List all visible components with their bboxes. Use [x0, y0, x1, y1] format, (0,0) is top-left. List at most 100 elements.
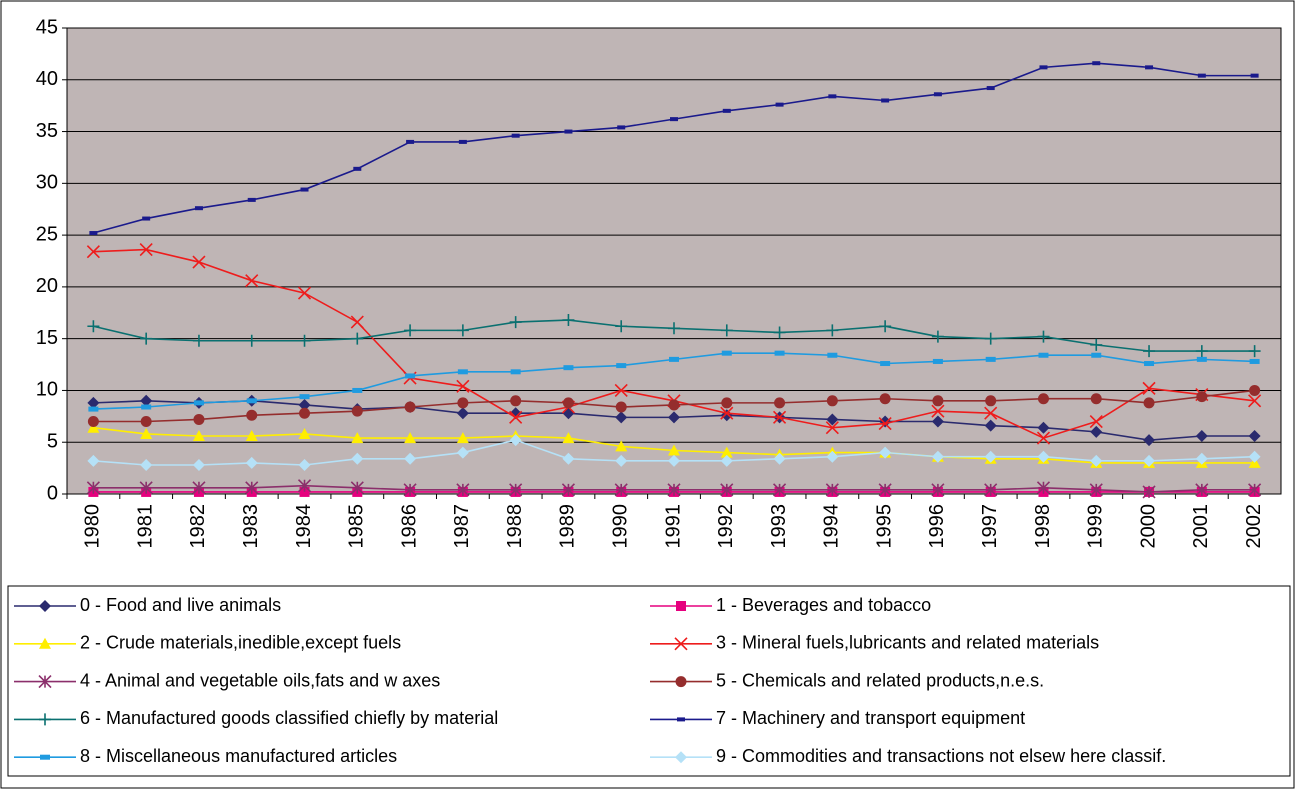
- marker: [668, 322, 680, 335]
- marker: [984, 419, 997, 432]
- marker: [828, 94, 837, 99]
- marker: [86, 481, 100, 495]
- marker: [826, 450, 839, 463]
- marker: [140, 332, 153, 345]
- marker: [1197, 73, 1206, 78]
- marker: [509, 483, 523, 497]
- marker: [350, 315, 364, 329]
- marker: [1249, 384, 1261, 396]
- x-tick-label: 1980: [82, 504, 104, 549]
- marker: [1195, 430, 1208, 443]
- marker: [509, 316, 522, 329]
- marker: [881, 98, 890, 103]
- legend-label: 4 - Animal and vegetable oils,fats and w…: [80, 670, 440, 690]
- marker: [510, 395, 522, 407]
- marker: [404, 452, 417, 465]
- marker: [456, 446, 469, 459]
- marker: [667, 483, 681, 497]
- marker: [931, 483, 945, 497]
- marker: [932, 395, 944, 407]
- x-tick-label: 1984: [293, 504, 315, 549]
- marker: [615, 320, 628, 333]
- marker: [1089, 414, 1103, 429]
- marker: [192, 334, 205, 347]
- marker: [1143, 454, 1156, 467]
- marker: [1196, 391, 1208, 403]
- marker: [298, 427, 311, 439]
- x-tick-label: 1989: [557, 504, 579, 549]
- marker: [675, 751, 687, 764]
- y-tick-label: 25: [36, 223, 58, 245]
- legend-label: 3 - Mineral fuels,lubricants and related…: [716, 633, 1099, 653]
- marker: [299, 407, 311, 419]
- y-tick-label: 5: [47, 431, 58, 453]
- x-tick-label: 1985: [346, 504, 368, 549]
- marker: [933, 92, 942, 97]
- marker: [86, 245, 100, 259]
- legend-label: 8 - Miscellaneous manufactured articles: [80, 746, 397, 766]
- marker: [192, 255, 206, 269]
- marker: [193, 400, 204, 406]
- marker: [722, 108, 731, 113]
- marker: [140, 427, 153, 439]
- marker: [1248, 345, 1261, 358]
- marker: [772, 410, 787, 424]
- marker: [1248, 450, 1261, 463]
- marker: [457, 369, 468, 375]
- marker: [87, 320, 100, 333]
- marker: [456, 483, 470, 497]
- marker: [194, 206, 203, 211]
- marker: [984, 406, 998, 420]
- marker: [827, 352, 838, 358]
- marker: [39, 600, 51, 612]
- marker: [1090, 393, 1102, 405]
- marker: [1039, 65, 1048, 70]
- marker: [1092, 61, 1101, 66]
- marker: [1142, 485, 1156, 499]
- marker: [140, 459, 153, 472]
- marker: [826, 324, 839, 337]
- marker: [773, 326, 786, 339]
- marker: [246, 409, 258, 421]
- marker: [1248, 430, 1261, 443]
- marker: [88, 406, 99, 412]
- marker: [351, 452, 364, 465]
- marker: [245, 456, 258, 469]
- marker: [405, 373, 416, 379]
- marker: [350, 481, 364, 495]
- marker: [775, 102, 784, 107]
- marker: [720, 406, 734, 420]
- marker: [674, 637, 688, 651]
- marker: [297, 479, 312, 493]
- marker: [403, 483, 417, 497]
- y-tick-label: 40: [36, 68, 58, 90]
- marker: [880, 361, 891, 367]
- marker: [1145, 65, 1154, 70]
- x-tick-label: 2002: [1243, 504, 1265, 549]
- marker: [563, 365, 574, 371]
- marker: [878, 417, 892, 431]
- marker: [720, 446, 733, 458]
- marker: [142, 216, 151, 221]
- legend-label: 5 - Chemicals and related products,n.e.s…: [716, 670, 1044, 690]
- legend-label: 2 - Crude materials,inedible,except fuel…: [80, 633, 401, 653]
- marker: [456, 432, 469, 444]
- x-tick-label: 1992: [715, 504, 737, 549]
- marker: [615, 454, 628, 467]
- legend-label: 6 - Manufactured goods classified chiefl…: [80, 708, 498, 728]
- marker: [1143, 345, 1156, 358]
- marker: [1090, 425, 1103, 438]
- marker: [39, 713, 51, 726]
- marker: [986, 86, 995, 91]
- x-tick-label: 1987: [451, 504, 473, 549]
- marker: [826, 395, 838, 407]
- marker: [298, 459, 311, 472]
- marker: [984, 450, 997, 463]
- legend-label: 1 - Beverages and tobacco: [716, 595, 931, 615]
- marker: [39, 637, 51, 649]
- marker: [772, 483, 787, 497]
- y-tick-label: 20: [36, 275, 58, 297]
- marker: [456, 379, 470, 393]
- marker: [140, 416, 152, 428]
- x-tick-label: 1998: [1032, 504, 1054, 549]
